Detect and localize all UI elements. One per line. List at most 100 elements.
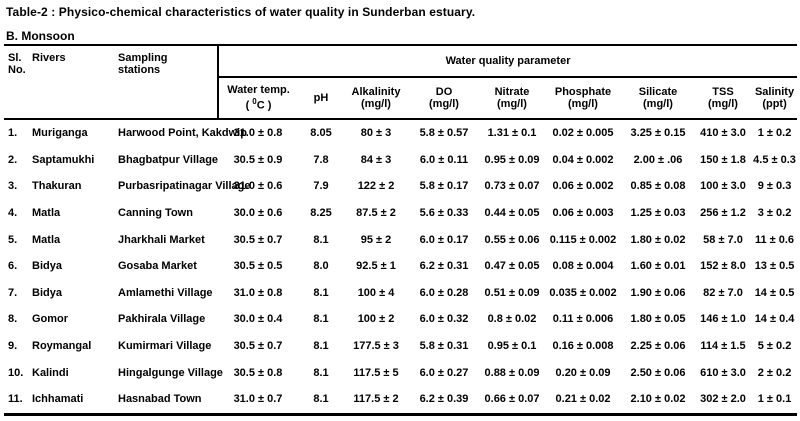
table-cell: 11 ± 0.6: [754, 233, 795, 246]
table-cell: 7.8: [313, 153, 329, 166]
table-cell: 2.25 ± 0.06: [630, 340, 686, 353]
table-row: 2. Saptamukhi Bhagbatpur Village 30.5 ± 0.9…: [4, 147, 797, 174]
table-cell: 0.035 ± 0.002: [549, 286, 617, 299]
col-header-water-temp: Water temp.( 0C ): [217, 77, 298, 120]
table-cell: 4.: [8, 207, 18, 220]
table-cell: Gomor: [32, 313, 69, 326]
table-cell: 146 ± 1.0: [700, 313, 746, 326]
table-row: 11. Ichhamati Hasnabad Town 31.0 ± 0.7 8.1 11…: [4, 386, 797, 414]
table-cell: 5 ± 0.2: [757, 340, 792, 353]
table-row: 10. Kalindi Hingalgunge Village 30.5 ± 0.8 8…: [4, 359, 797, 386]
table-cell: 0.06 ± 0.003: [552, 207, 614, 220]
table-cell: 2 ± 0.2: [757, 366, 792, 379]
col-header-sl-no: Sl. No.: [4, 45, 32, 120]
col-header-phosphate: Phosphate (mg/l): [544, 77, 622, 120]
table-cell: 100 ± 2: [357, 313, 395, 326]
table-cell: 1.25 ± 0.03: [630, 207, 686, 220]
table-cell: 5.8 ± 0.31: [419, 340, 469, 353]
table-row: 6. Bidya Gosaba Market 30.5 ± 0.5 8.0 92.5 ± …: [4, 253, 797, 280]
table-cell: 0.88 ± 0.09: [484, 366, 540, 379]
table-body: 1. Muriganga Harwood Point, Kakdwip 31.0 ± …: [4, 119, 797, 414]
table-cell: Bhagbatpur Village: [118, 153, 219, 166]
table-cell: Roymangal: [32, 340, 92, 353]
col-header-sl-line1: Sl.: [8, 52, 22, 64]
table-cell: 3 ± 0.2: [757, 207, 792, 220]
table-cell: 30.5 ± 0.9: [233, 153, 283, 166]
table-cell: 9 ± 0.3: [757, 180, 792, 193]
table-cell: 5.8 ± 0.57: [419, 127, 469, 140]
table-cell: 8.0: [313, 260, 329, 273]
table-cell: 13 ± 0.5: [754, 260, 795, 273]
table-cell: 11.: [8, 393, 23, 406]
table-cell: Muriganga: [32, 127, 88, 140]
table-cell: 0.11 ± 0.006: [552, 313, 614, 326]
table-cell: Bidya: [32, 286, 62, 299]
table-row: 8. Gomor Pakhirala Village 30.0 ± 0.4 8.1 100…: [4, 306, 797, 333]
col-header-tss: TSS (mg/l): [694, 77, 752, 120]
table-cell: Matla: [32, 207, 61, 220]
table-row: 7. Bidya Amlamethi Village 31.0 ± 0.8 8.1 100…: [4, 280, 797, 307]
table-cell: 0.21 ± 0.02: [555, 393, 611, 406]
table-cell: 31.0 ± 0.8: [233, 127, 283, 140]
table-cell: 14 ± 0.4: [754, 313, 795, 326]
table-cell: Harwood Point, Kakdwip: [118, 127, 247, 140]
table-cell: 31.0 ± 0.8: [233, 286, 283, 299]
table-cell: 8.1: [313, 313, 329, 326]
table-cell: Ichhamati: [32, 393, 84, 406]
col-header-sampling-stations: Sampling stations: [118, 45, 218, 120]
table-cell: 8.1: [313, 286, 329, 299]
table-cell: 8.: [8, 313, 18, 326]
table-cell: 0.02 ± 0.005: [552, 127, 614, 140]
table-cell: Canning Town: [118, 207, 193, 220]
table-cell: 0.20 ± 0.09: [555, 366, 611, 379]
table-cell: 114 ± 1.5: [700, 340, 746, 353]
table-cell: 8.1: [313, 366, 329, 379]
table-cell: 84 ± 3: [360, 153, 392, 166]
table-cell: 30.5 ± 0.7: [233, 233, 283, 246]
table-cell: 31.0 ± 0.7: [233, 393, 283, 406]
table-cell: 117.5 ± 2: [353, 393, 399, 406]
table-cell: 610 ± 3.0: [700, 366, 746, 379]
table-cell: 117.5 ± 5: [353, 366, 399, 379]
table-cell: Amlamethi Village: [118, 286, 213, 299]
table-cell: 3.25 ± 0.15: [630, 127, 686, 140]
col-header-stations-line1: Sampling: [118, 52, 168, 64]
table-cell: 30.0 ± 0.6: [233, 207, 283, 220]
table-cell: 30.5 ± 0.8: [233, 366, 283, 379]
table-cell: 177.5 ± 3: [353, 340, 399, 353]
table-cell: 6.0 ± 0.27: [419, 366, 469, 379]
table-cell: Jharkhali Market: [118, 233, 205, 246]
col-header-stations-line2: stations: [118, 64, 161, 76]
table-title: Table-2 : Physico-chemical characteristi…: [6, 5, 476, 19]
table-cell: Gosaba Market: [118, 260, 197, 273]
table-cell: 7.9: [313, 180, 329, 193]
table-cell: 100 ± 3.0: [700, 180, 746, 193]
table-cell: Hingalgunge Village: [118, 366, 223, 379]
table-cell: 410 ± 3.0: [700, 127, 746, 140]
table-cell: 0.08 ± 0.004: [552, 260, 614, 273]
table-row: 1. Muriganga Harwood Point, Kakdwip 31.0 ± …: [4, 119, 797, 147]
table-cell: 58 ± 7.0: [703, 233, 743, 246]
table-cell: 8.1: [313, 233, 329, 246]
table-cell: Saptamukhi: [32, 153, 95, 166]
table-row: 9. Roymangal Kumirmari Village 30.5 ± 0.7 8.…: [4, 333, 797, 360]
table-cell: 0.115 ± 0.002: [549, 233, 617, 246]
table-cell: 87.5 ± 2: [356, 207, 396, 220]
table-cell: 8.1: [313, 340, 329, 353]
table-row: 4. Matla Canning Town 30.0 ± 0.6 8.25 87.5 ± …: [4, 200, 797, 227]
table-cell: 6.0 ± 0.32: [419, 313, 469, 326]
table-cell: 6.2 ± 0.31: [419, 260, 469, 273]
table-cell: 0.44 ± 0.05: [484, 207, 540, 220]
table-cell: Kumirmari Village: [118, 340, 212, 353]
col-header-salinity: Salinity (ppt): [752, 77, 798, 120]
table-cell: 80 ± 3: [360, 127, 392, 140]
param-header-row: Water temp.( 0C ) pH Alkalinity (mg/l) DO (mg…: [4, 77, 798, 120]
table-cell: 1 ± 0.1: [757, 393, 792, 406]
table-cell: Pakhirala Village: [118, 313, 206, 326]
table-cell: 5.6 ± 0.33: [419, 207, 469, 220]
table-cell: 0.51 ± 0.09: [484, 286, 540, 299]
table-cell: 5.: [8, 233, 18, 246]
col-header-alkalinity: Alkalinity (mg/l): [344, 77, 408, 120]
table-cell: 6.0 ± 0.17: [419, 233, 469, 246]
